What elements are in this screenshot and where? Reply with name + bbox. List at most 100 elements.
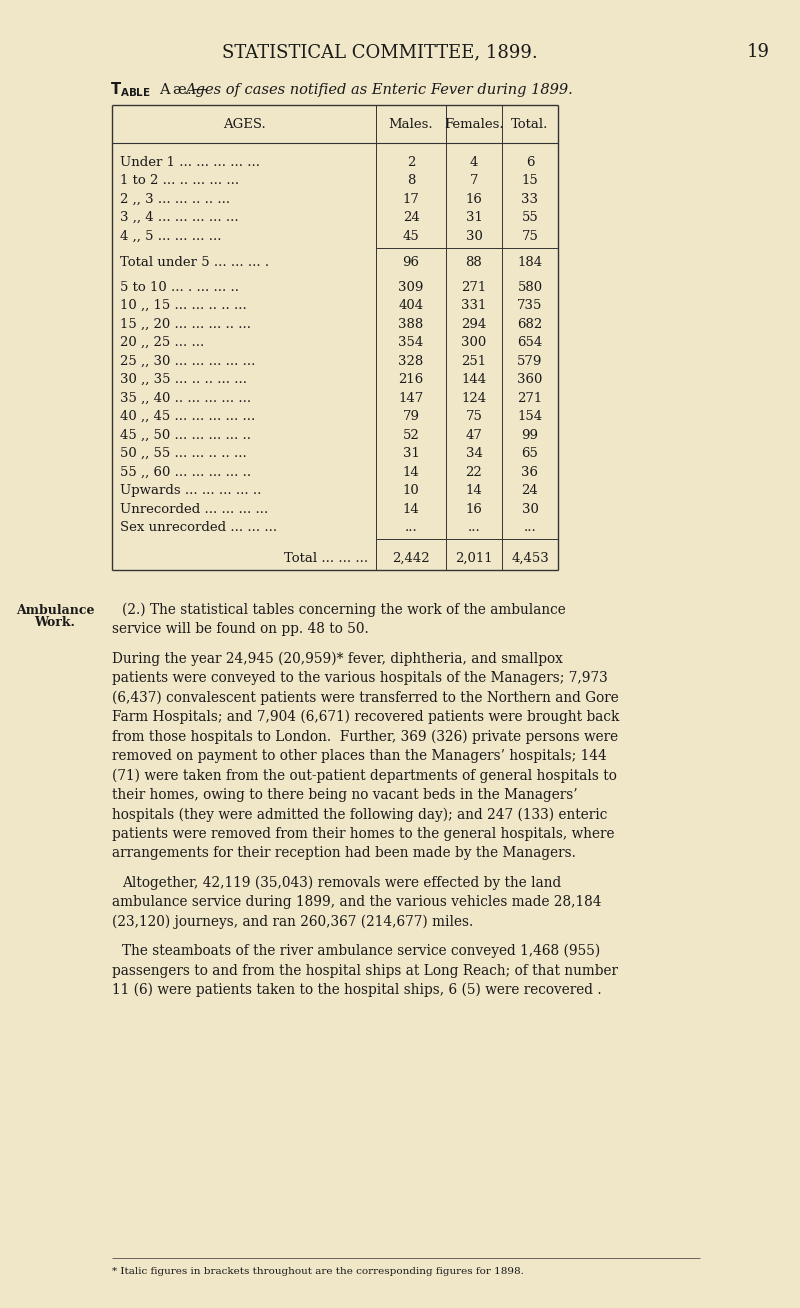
Text: 6: 6 bbox=[526, 156, 534, 169]
Text: 40 ,, 45 ... ... ... ... ...: 40 ,, 45 ... ... ... ... ... bbox=[120, 411, 255, 424]
Text: 4 ,, 5 ... ... ... ...: 4 ,, 5 ... ... ... ... bbox=[120, 230, 222, 243]
Text: 52: 52 bbox=[402, 429, 419, 442]
Text: 96: 96 bbox=[402, 256, 419, 269]
Text: 16: 16 bbox=[466, 192, 482, 205]
Text: 184: 184 bbox=[518, 256, 542, 269]
Text: 14: 14 bbox=[402, 502, 419, 515]
Text: 3 ,, 4 ... ... ... ... ...: 3 ,, 4 ... ... ... ... ... bbox=[120, 212, 238, 224]
Text: Males.: Males. bbox=[389, 119, 434, 132]
Text: patients were conveyed to the various hospitals of the Managers; 7,973: patients were conveyed to the various ho… bbox=[112, 671, 608, 685]
Text: 735: 735 bbox=[518, 300, 542, 313]
Text: ...: ... bbox=[524, 522, 536, 534]
Text: 300: 300 bbox=[462, 336, 486, 349]
Text: 331: 331 bbox=[462, 300, 486, 313]
Text: 271: 271 bbox=[518, 392, 542, 404]
Text: 25 ,, 30 ... ... ... ... ...: 25 ,, 30 ... ... ... ... ... bbox=[120, 354, 255, 368]
Text: 36: 36 bbox=[522, 466, 538, 479]
Text: 271: 271 bbox=[462, 281, 486, 294]
Text: ambulance service during 1899, and the various vehicles made 28,184: ambulance service during 1899, and the v… bbox=[112, 895, 602, 909]
Text: 251: 251 bbox=[462, 354, 486, 368]
Text: 2: 2 bbox=[407, 156, 415, 169]
Text: The steamboats of the river ambulance service conveyed 1,468 (955): The steamboats of the river ambulance se… bbox=[122, 944, 600, 959]
Text: 4: 4 bbox=[470, 156, 478, 169]
Text: STATISTICAL COMMITTEE, 1899.: STATISTICAL COMMITTEE, 1899. bbox=[222, 43, 538, 61]
Text: 216: 216 bbox=[398, 373, 424, 386]
Text: 50 ,, 55 ... ... .. .. ...: 50 ,, 55 ... ... .. .. ... bbox=[120, 447, 246, 460]
Text: 1 to 2 ... .. ... ... ...: 1 to 2 ... .. ... ... ... bbox=[120, 174, 239, 187]
Text: Farm Hospitals; and 7,904 (6,671) recovered patients were brought back: Farm Hospitals; and 7,904 (6,671) recove… bbox=[112, 710, 619, 725]
Text: 404: 404 bbox=[398, 300, 423, 313]
Text: Females.: Females. bbox=[444, 119, 504, 132]
Text: 99: 99 bbox=[522, 429, 538, 442]
Text: 75: 75 bbox=[466, 411, 482, 424]
Text: 15: 15 bbox=[522, 174, 538, 187]
Text: Sex unrecorded ... ... ...: Sex unrecorded ... ... ... bbox=[120, 522, 277, 534]
Text: 88: 88 bbox=[466, 256, 482, 269]
Text: service will be found on pp. 48 to 50.: service will be found on pp. 48 to 50. bbox=[112, 623, 369, 636]
Text: Ages of cases notified as Enteric Fever during 1899.: Ages of cases notified as Enteric Fever … bbox=[185, 82, 573, 97]
Text: 10 ,, 15 ... ... .. .. ...: 10 ,, 15 ... ... .. .. ... bbox=[120, 300, 246, 313]
Text: 65: 65 bbox=[522, 447, 538, 460]
Text: 309: 309 bbox=[398, 281, 424, 294]
Text: 45 ,, 50 ... ... ... ... ..: 45 ,, 50 ... ... ... ... .. bbox=[120, 429, 251, 442]
Text: 15 ,, 20 ... ... ... .. ...: 15 ,, 20 ... ... ... .. ... bbox=[120, 318, 251, 331]
Text: 31: 31 bbox=[466, 212, 482, 224]
Text: Upwards ... ... ... ... ..: Upwards ... ... ... ... .. bbox=[120, 484, 262, 497]
Text: ...: ... bbox=[405, 522, 418, 534]
Text: 388: 388 bbox=[398, 318, 424, 331]
Text: 654: 654 bbox=[518, 336, 542, 349]
Text: 24: 24 bbox=[402, 212, 419, 224]
Text: patients were removed from their homes to the general hospitals, where: patients were removed from their homes t… bbox=[112, 827, 614, 841]
Text: 24: 24 bbox=[522, 484, 538, 497]
Text: 33: 33 bbox=[522, 192, 538, 205]
Text: (23,120) journeys, and ran 260,367 (214,677) miles.: (23,120) journeys, and ran 260,367 (214,… bbox=[112, 914, 474, 929]
Text: 294: 294 bbox=[462, 318, 486, 331]
Text: 580: 580 bbox=[518, 281, 542, 294]
Text: 360: 360 bbox=[518, 373, 542, 386]
Text: their homes, owing to there being no vacant beds in the Managers’: their homes, owing to there being no vac… bbox=[112, 787, 578, 802]
Text: 2,442: 2,442 bbox=[392, 552, 430, 565]
Text: 124: 124 bbox=[462, 392, 486, 404]
Text: removed on payment to other places than the Managers’ hospitals; 144: removed on payment to other places than … bbox=[112, 749, 606, 763]
Text: 30: 30 bbox=[522, 502, 538, 515]
Text: (6,437) convalescent patients were transferred to the Northern and Gore: (6,437) convalescent patients were trans… bbox=[112, 691, 618, 705]
Text: 55 ,, 60 ... ... ... ... ..: 55 ,, 60 ... ... ... ... .. bbox=[120, 466, 251, 479]
Text: ...: ... bbox=[468, 522, 480, 534]
Text: 47: 47 bbox=[466, 429, 482, 442]
Text: from those hospitals to London.  Further, 369 (326) private persons were: from those hospitals to London. Further,… bbox=[112, 730, 618, 744]
Text: 579: 579 bbox=[518, 354, 542, 368]
Text: 328: 328 bbox=[398, 354, 424, 368]
Text: 45: 45 bbox=[402, 230, 419, 243]
Text: 144: 144 bbox=[462, 373, 486, 386]
Text: passengers to and from the hospital ships at Long Reach; of that number: passengers to and from the hospital ship… bbox=[112, 964, 618, 977]
Text: Work.: Work. bbox=[34, 616, 75, 629]
Text: 4,453: 4,453 bbox=[511, 552, 549, 565]
Text: 154: 154 bbox=[518, 411, 542, 424]
Text: Ambulance: Ambulance bbox=[16, 604, 94, 617]
Text: 22: 22 bbox=[466, 466, 482, 479]
Text: 7: 7 bbox=[470, 174, 478, 187]
Text: Total under 5 ... ... ... .: Total under 5 ... ... ... . bbox=[120, 256, 269, 269]
Text: 14: 14 bbox=[466, 484, 482, 497]
Text: Total ... ... ...: Total ... ... ... bbox=[284, 552, 368, 565]
Text: 30: 30 bbox=[466, 230, 482, 243]
Text: Total.: Total. bbox=[511, 119, 549, 132]
Text: (71) were taken from the out-patient departments of general hospitals to: (71) were taken from the out-patient dep… bbox=[112, 768, 617, 782]
Text: 34: 34 bbox=[466, 447, 482, 460]
Text: 79: 79 bbox=[402, 411, 419, 424]
Text: 20 ,, 25 ... ...: 20 ,, 25 ... ... bbox=[120, 336, 204, 349]
Text: 31: 31 bbox=[402, 447, 419, 460]
Text: 2,011: 2,011 bbox=[455, 552, 493, 565]
Text: 682: 682 bbox=[518, 318, 542, 331]
Text: During the year 24,945 ​(20,959)* fever, diphtheria, and smallpox: During the year 24,945 ​(20,959)* fever,… bbox=[112, 651, 562, 666]
Text: Under 1 ... ... ... ... ...: Under 1 ... ... ... ... ... bbox=[120, 156, 260, 169]
Text: hospitals (they were admitted the following day); and 247 (133) enteric: hospitals (they were admitted the follow… bbox=[112, 807, 607, 821]
Text: 11 (6) were patients taken to the hospital ships, 6 (5) were recovered .: 11 (6) were patients taken to the hospit… bbox=[112, 982, 602, 997]
Text: 10: 10 bbox=[402, 484, 419, 497]
Text: Altogether, 42,119 (35,043) removals were effected by the land: Altogether, 42,119 (35,043) removals wer… bbox=[122, 875, 562, 889]
Text: 147: 147 bbox=[398, 392, 424, 404]
Text: * Italic figures in brackets throughout are the corresponding figures for 1898.: * Italic figures in brackets throughout … bbox=[112, 1267, 524, 1277]
Text: (2.) The statistical tables concerning the work of the ambulance: (2.) The statistical tables concerning t… bbox=[122, 603, 566, 617]
Text: arrangements for their reception had been made by the Managers.: arrangements for their reception had bee… bbox=[112, 846, 576, 861]
Text: AGES.: AGES. bbox=[222, 119, 266, 132]
